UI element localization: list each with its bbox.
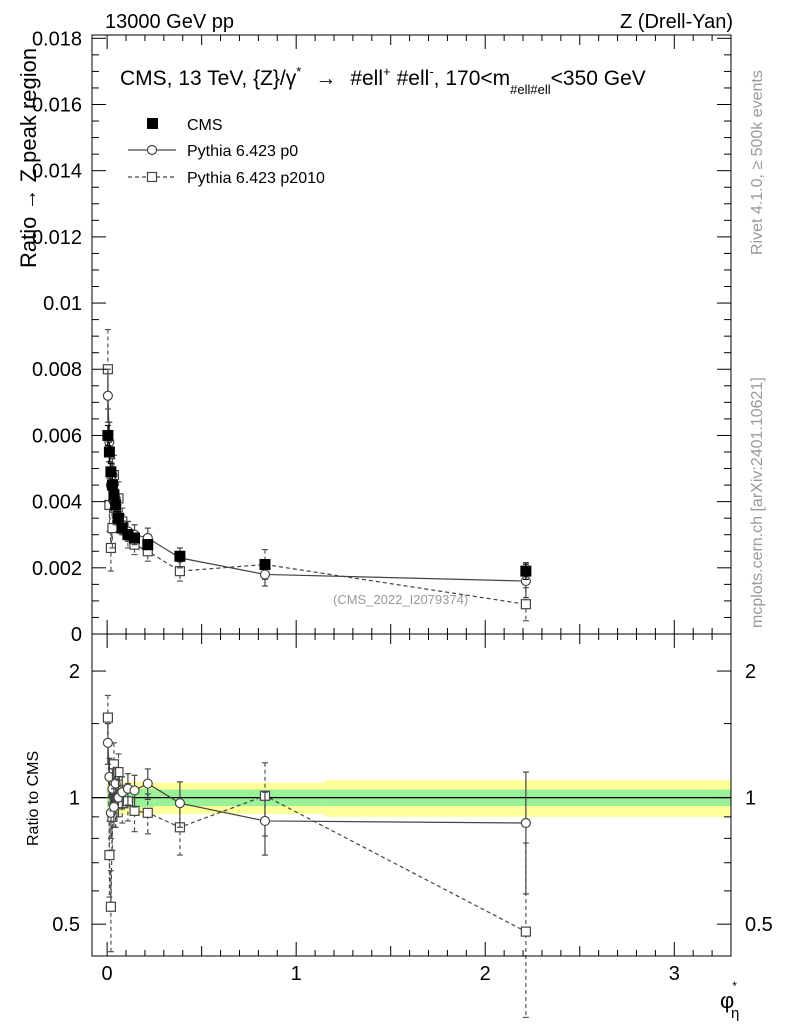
top-y-tick-label: 0.016	[32, 94, 82, 116]
plot-title-plus: +	[383, 64, 391, 79]
p0-ratio-point	[102, 737, 113, 748]
plot-title-main: CMS, 13 TeV, {Z}/γ	[120, 67, 297, 90]
p0-ratio-point	[174, 798, 186, 809]
p0-line	[107, 395, 526, 582]
ratio-plot-frame	[91, 633, 732, 957]
top-y-tick-label: 0.012	[32, 227, 82, 249]
p2010-point	[520, 599, 531, 610]
x-tick-label: 2	[480, 963, 491, 985]
cms-point	[520, 565, 532, 577]
top-y-tick-label: 0.004	[32, 492, 82, 514]
main-plot-marks	[102, 328, 532, 622]
cms-point	[122, 529, 134, 541]
legend-p2010-marker	[146, 171, 158, 183]
plot-title-range: , 170<m	[434, 67, 510, 90]
plot-title-lepton2: #ell	[397, 67, 430, 90]
cms-point	[259, 559, 271, 571]
header-right: Z (Drell-Yan)	[620, 11, 733, 33]
x-axis-title-phi: φ	[720, 988, 734, 1013]
p2010-ratio-point	[142, 807, 153, 818]
cms-point	[105, 466, 117, 478]
p2010-line	[107, 369, 526, 605]
top-y-tick-label: 0	[71, 624, 82, 646]
legend-p2010-label: Pythia 6.423 p2010	[187, 170, 325, 187]
cms-point	[112, 512, 124, 524]
p0-ratio-point	[108, 801, 120, 813]
ratio-plot-ticks: 0 1 2 3 0.5 0.5 1 1 2 2	[52, 634, 773, 985]
x-axis-title-star: *	[732, 979, 737, 993]
legend-p0-marker	[146, 144, 158, 156]
y-axis-title-top: Ratio → Z peak region	[16, 48, 41, 268]
p2010-ratio-point	[104, 849, 115, 861]
bottom-y-tick-label-right: 0.5	[745, 914, 773, 936]
ratio-plot-panel: 0 1 2 3 0.5 0.5 1 1 2 2	[52, 633, 773, 1019]
cms-point	[103, 446, 115, 458]
p0-point	[102, 390, 113, 401]
x-axis-title: φ* η	[720, 979, 739, 1022]
p2010-ratio-point	[105, 901, 117, 912]
cms-point	[116, 522, 128, 534]
bottom-y-tick-label-left: 1	[69, 788, 80, 810]
y-axis-title-bottom: Ratio to CMS	[25, 751, 42, 846]
p0-ratio-point	[259, 815, 271, 827]
p2010-ratio-point	[520, 926, 531, 937]
top-y-tick-label: 0.002	[32, 558, 82, 580]
top-y-tick-label: 0.01	[43, 293, 82, 315]
top-y-tick-label: 0.008	[32, 359, 82, 381]
ratio-plot-marks	[102, 694, 531, 1019]
bottom-y-tick-label-right: 1	[745, 788, 756, 810]
bottom-y-tick-label-left: 0.5	[52, 914, 80, 936]
p2010-ratio-point	[129, 805, 140, 816]
legend-cms-label: CMS	[187, 117, 223, 134]
top-y-tick-label: 0.006	[32, 425, 82, 447]
plot-title-lepton1: #ell	[350, 67, 383, 90]
p0-ratio-point	[104, 771, 115, 783]
x-axis-title-eta: η	[731, 1005, 739, 1022]
plot-title-minus: -	[429, 64, 433, 79]
x-tick-label: 0	[102, 963, 113, 985]
rivet-version-label: Rivet 4.1.0, ≥ 500k events	[749, 70, 766, 255]
plot-title-star: *	[296, 64, 301, 79]
p2010-ratio-line	[107, 717, 527, 933]
mcplots-reference-label: mcplots.cern.ch [arXiv:2401.10621]	[749, 377, 766, 628]
cms-point	[102, 429, 114, 441]
plot-title-arrow: →	[315, 67, 336, 90]
p0-ratio-point	[142, 778, 153, 789]
bottom-y-tick-label-right: 2	[745, 661, 756, 683]
plot-title-subscript: #ell#ell	[510, 82, 551, 97]
main-plot-ticks: 0 0.002 0.004 0.006 0.008 0.01 0.012 0.014 0.016…	[32, 28, 732, 646]
cms-point	[142, 539, 154, 551]
main-plot-panel: 0 0.002 0.004 0.006 0.008 0.01 0.012 0.014 0.016…	[32, 28, 732, 646]
cms-point	[129, 532, 141, 544]
x-tick-label: 1	[291, 963, 302, 985]
cms-point	[110, 499, 122, 511]
p0-ratio-point	[129, 785, 140, 796]
plot-title: CMS, 13 TeV, {Z}/γ* → #ell+ #ell-, 170<m#el…	[120, 64, 646, 97]
top-y-tick-label: 0.018	[32, 28, 82, 50]
top-y-tick-label: 0.014	[32, 161, 82, 183]
analysis-id-label: (CMS_2022_I2079374)	[333, 592, 468, 607]
p2010-ratio-point	[102, 712, 113, 723]
ratio-uncertainty-bands	[92, 780, 731, 817]
bottom-y-tick-label-left: 2	[69, 661, 80, 683]
x-tick-label: 3	[669, 963, 680, 985]
p0-ratio-point	[520, 817, 531, 829]
plot-title-end: <350 GeV	[551, 67, 646, 90]
cms-point	[106, 479, 118, 491]
cms-point	[108, 489, 120, 501]
legend-cms-marker	[147, 118, 158, 129]
legend: CMS Pythia 6.423 p0 Pythia 6.423 p2010	[128, 117, 325, 187]
header-left: 13000 GeV pp	[105, 11, 234, 33]
p0-point	[259, 569, 271, 580]
legend-p0-label: Pythia 6.423 p0	[187, 143, 298, 160]
cms-point	[174, 550, 186, 562]
